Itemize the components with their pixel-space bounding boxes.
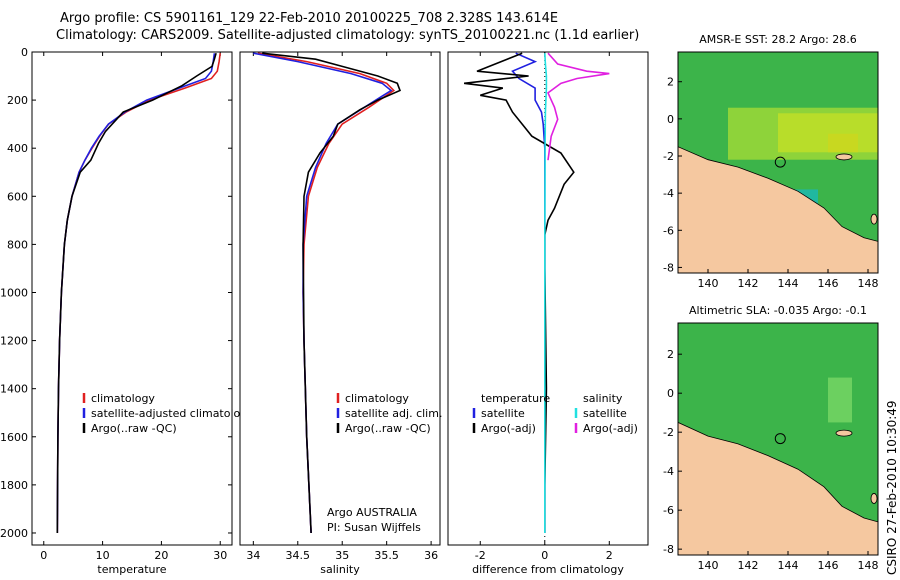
sla-map-xtick-label: 140 (698, 559, 719, 572)
sla-map-island-east (870, 493, 878, 504)
difference-legend-label: Argo(-adj) (481, 422, 536, 435)
sla-map-ytick-label: -6 (663, 504, 674, 517)
sla-map-land (678, 421, 878, 555)
difference-legend-label: satellite (583, 407, 627, 420)
sla-map-xtick-label: 144 (778, 559, 799, 572)
temperature-ytick-label: 1000 (0, 286, 28, 299)
sst-map-island (835, 153, 853, 161)
salinity-panel: 34 34.5 35 35.5 36 salinity climatology satelli… (239, 51, 442, 576)
salinity-axes-frame (239, 51, 441, 546)
salinity-legend-label: Argo(..raw -QC) (345, 422, 431, 435)
temperature-ytick-label: 1400 (0, 383, 28, 396)
sst-hot-spot (828, 133, 858, 153)
difference-series-salinity-argo-adj- (547, 52, 610, 161)
sla-map-field (678, 323, 878, 555)
temperature-xtick-label: 10 (96, 549, 110, 562)
salinity-series-argo-raw-qc- (262, 52, 402, 534)
temperature-ytick-label: 600 (7, 190, 28, 203)
sla-map-ytick-label: -2 (663, 426, 674, 439)
temperature-legend: climatology satellite-adjusted climatolog… (82, 392, 254, 435)
temperature-ytick-label: 200 (7, 94, 28, 107)
temperature-legend-label: climatology (91, 392, 155, 405)
sst-map-ytick-label: 0 (667, 113, 674, 126)
sst-map-ytick-label: -2 (663, 150, 674, 163)
sla-map-panel: Altimetric SLA: -0.035 Argo: -0.1 140 142 1… (663, 304, 879, 572)
sla-map-ytick-label: 0 (667, 387, 674, 400)
sst-map-title: AMSR-E SST: 28.2 Argo: 28.6 (699, 33, 857, 46)
credit-text: CSIRO 27-Feb-2010 10:30:49 (885, 400, 899, 575)
sst-map-xtick-label: 142 (738, 277, 759, 290)
sla-map-xtick-label: 142 (738, 559, 759, 572)
temperature-xlabel: temperature (97, 563, 166, 576)
sla-map-xtick-label: 148 (858, 559, 879, 572)
salinity-legend-label: climatology (345, 392, 409, 405)
temperature-ytick-label: 1600 (0, 431, 28, 444)
difference-xtick-label: 2 (606, 549, 613, 562)
sla-map-ytick-label: -8 (663, 543, 674, 556)
difference-xlabel: difference from climatology (472, 563, 624, 576)
sst-map-panel: AMSR-E SST: 28.2 Argo: 28.6 140 142 144 146 1… (663, 33, 879, 290)
salinity-xtick-label: 35.5 (374, 549, 399, 562)
sla-map-ytick-label: -4 (663, 465, 674, 478)
sst-map-ytick-label: -4 (663, 187, 674, 200)
salinity-xtick-label: 34.5 (286, 549, 311, 562)
salinity-annotation-line1: Argo AUSTRALIA (327, 506, 417, 519)
sla-map-island (835, 429, 853, 437)
sst-map-ytick-label: -8 (663, 261, 674, 274)
sst-map-xtick-label: 144 (778, 277, 799, 290)
temperature-panel: 0 10 20 30 0 200 400 600 800 1000 1200 1400 1600 1800… (0, 46, 254, 576)
difference-xtick-label: -2 (475, 549, 486, 562)
sla-map-ytick-label: 2 (667, 348, 674, 361)
salinity-xtick-label: 35 (335, 549, 349, 562)
sla-map-frame (677, 322, 879, 556)
salinity-xtick-label: 34 (246, 549, 260, 562)
temperature-ytick-label: 1200 (0, 335, 28, 348)
sla-high-region (828, 377, 852, 423)
difference-legend-temperature-title: temperature (481, 392, 550, 405)
difference-xtick-label: 0 (541, 549, 548, 562)
sst-map-ytick-label: -6 (663, 224, 674, 237)
temperature-xtick-label: 0 (40, 549, 47, 562)
temperature-ytick-label: 400 (7, 142, 28, 155)
sla-map-argo-marker (774, 433, 786, 445)
difference-legend-label: Argo(-adj) (583, 422, 638, 435)
sst-map-xtick-label: 140 (698, 277, 719, 290)
sst-map-xtick-label: 146 (818, 277, 839, 290)
sst-map-field (678, 52, 878, 273)
temperature-xtick-label: 30 (213, 549, 227, 562)
sst-map-land (678, 146, 878, 273)
sst-map-island-east (870, 213, 878, 225)
sst-map-argo-marker (774, 156, 786, 168)
temperature-axes-frame (31, 51, 233, 546)
sla-map-xtick-label: 146 (818, 559, 839, 572)
salinity-legend-label: satellite adj. clim. (345, 407, 442, 420)
temperature-ytick-label: 1800 (0, 479, 28, 492)
salinity-xlabel: salinity (320, 563, 360, 576)
difference-legend-salinity-title: salinity (583, 392, 623, 405)
temperature-ytick-label: 0 (21, 46, 28, 59)
sla-map-title: Altimetric SLA: -0.035 Argo: -0.1 (689, 304, 867, 317)
sst-map-frame (677, 51, 879, 274)
temperature-series-argo-raw-qc- (56, 52, 217, 534)
difference-series-salinity-satellite (543, 53, 548, 533)
sst-map-ytick-label: 2 (667, 76, 674, 89)
temperature-ytick-label: 800 (7, 238, 28, 251)
temperature-legend-label: satellite-adjusted climatology (91, 407, 254, 420)
temperature-ytick-label: 2000 (0, 527, 28, 540)
difference-legend-label: satellite (481, 407, 525, 420)
temperature-xtick-label: 20 (154, 549, 168, 562)
figure-title-line1: Argo profile: CS 5901161_129 22-Feb-2010… (60, 11, 559, 26)
temperature-legend-label: Argo(..raw -QC) (91, 422, 177, 435)
figure-title-line2: Climatology: CARS2009. Satellite-adjuste… (56, 28, 640, 43)
salinity-xtick-label: 36 (424, 549, 438, 562)
sst-map-xtick-label: 148 (858, 277, 879, 290)
difference-axes-frame (447, 51, 649, 546)
salinity-annotation-line2: PI: Susan Wijffels (327, 521, 421, 534)
